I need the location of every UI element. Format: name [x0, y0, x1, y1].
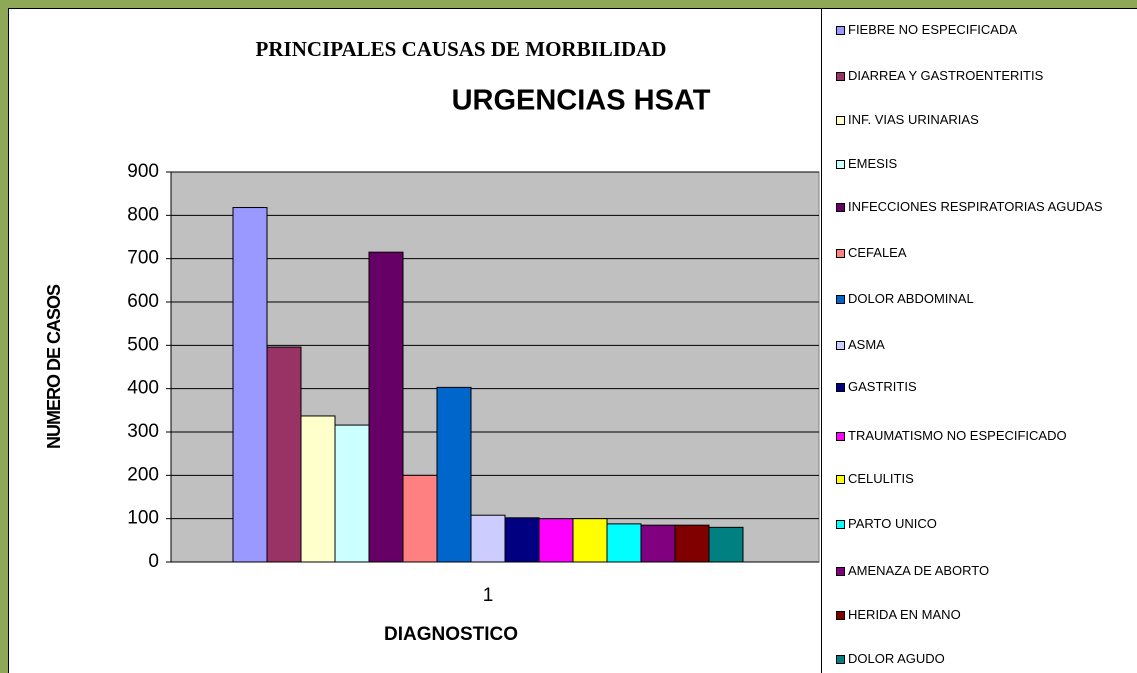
- chart-subtitle: URGENCIAS HSAT: [452, 85, 711, 117]
- y-tick-label: 500: [127, 334, 159, 355]
- x-axis-label: DIAGNOSTICO: [384, 624, 518, 645]
- bar: [300, 415, 336, 563]
- y-tick-label: 900: [127, 161, 159, 182]
- legend-swatch: [836, 567, 845, 576]
- bar: [640, 524, 676, 563]
- legend-label: AMENAZA DE ABORTO: [848, 563, 990, 578]
- legend-label: HERIDA EN MANO: [848, 607, 961, 622]
- legend-label: PARTO UNICO: [848, 516, 937, 531]
- legend-swatch: [836, 26, 845, 35]
- legend-swatch: [836, 341, 845, 350]
- legend-label: INF. VIAS URINARIAS: [848, 112, 979, 127]
- y-tick-label: 400: [127, 378, 159, 399]
- y-tick-label: 800: [127, 204, 159, 225]
- legend-swatch: [836, 295, 845, 304]
- legend-swatch: [836, 160, 845, 169]
- legend-swatch: [836, 249, 845, 258]
- legend-item: PARTO UNICO: [836, 516, 1136, 531]
- legend-label: CELULITIS: [848, 471, 914, 486]
- legend-item: DOLOR ABDOMINAL: [836, 291, 1136, 306]
- legend-item: FIEBRE NO ESPECIFICADA: [836, 22, 1136, 37]
- legend-swatch: [836, 611, 845, 620]
- chart-title: PRINCIPALES CAUSAS DE MORBILIDAD: [256, 37, 667, 61]
- x-tick-label: 1: [483, 585, 494, 606]
- legend-item: CELULITIS: [836, 471, 1136, 486]
- y-tick-label: 700: [127, 248, 159, 269]
- legend-label: FIEBRE NO ESPECIFICADA: [848, 22, 1018, 37]
- bar: [606, 523, 642, 563]
- bar: [402, 474, 438, 563]
- legend-swatch: [836, 72, 845, 81]
- chart-frame: PRINCIPALES CAUSAS DE MORBILIDAD URGENCI…: [8, 8, 1137, 673]
- legend-swatch: [836, 383, 845, 392]
- bar: [674, 524, 710, 563]
- legend-swatch: [836, 520, 845, 529]
- legend-item: INF. VIAS URINARIAS: [836, 112, 1136, 127]
- bar: [266, 346, 302, 563]
- bar: [232, 207, 268, 563]
- legend-item: AMENAZA DE ABORTO: [836, 563, 1136, 578]
- legend-item: HERIDA EN MANO: [836, 607, 1136, 622]
- y-tick-label: 0: [148, 551, 159, 572]
- legend-item: DIARREA Y GASTROENTERITIS: [836, 68, 1136, 83]
- y-tick-label: 200: [127, 464, 159, 485]
- legend-swatch: [836, 432, 845, 441]
- y-tick-label: 100: [127, 508, 159, 529]
- bar: [708, 526, 744, 563]
- legend-item: CEFALEA: [836, 245, 1136, 260]
- legend-label: DIARREA Y GASTROENTERITIS: [848, 68, 1044, 83]
- legend-swatch: [836, 655, 845, 664]
- legend-label: GASTRITIS: [848, 379, 917, 394]
- legend-item: ASMA: [836, 337, 1136, 352]
- bar: [538, 518, 574, 563]
- legend-label: INFECCIONES RESPIRATORIAS AGUDAS: [848, 199, 1103, 214]
- legend: FIEBRE NO ESPECIFICADA DIARREA Y GASTROEN…: [821, 9, 1137, 673]
- legend-swatch: [836, 116, 845, 125]
- chart: PRINCIPALES CAUSAS DE MORBILIDAD URGENCI…: [44, 37, 820, 645]
- legend-label: EMESIS: [848, 156, 898, 171]
- legend-label: TRAUMATISMO NO ESPECIFICADO: [848, 428, 1067, 443]
- legend-item: EMESIS: [836, 156, 1136, 171]
- legend-label: DOLOR AGUDO: [848, 651, 945, 666]
- legend-item: GASTRITIS: [836, 379, 1136, 394]
- legend-item: TRAUMATISMO NO ESPECIFICADO: [836, 428, 1136, 443]
- bar: [470, 514, 506, 563]
- legend-item: DOLOR AGUDO: [836, 651, 1136, 666]
- legend-item: INFECCIONES RESPIRATORIAS AGUDAS: [836, 199, 1136, 214]
- bar: [368, 251, 404, 563]
- y-axis-label: NUMERO DE CASOS: [44, 284, 64, 449]
- legend-label: CEFALEA: [848, 245, 907, 260]
- bar: [436, 386, 472, 563]
- legend-swatch: [836, 475, 845, 484]
- bar: [572, 518, 608, 563]
- y-tick-label: 600: [127, 291, 159, 312]
- bar: [504, 517, 540, 563]
- legend-swatch: [836, 203, 845, 212]
- y-tick-label: 300: [127, 421, 159, 442]
- legend-label: DOLOR ABDOMINAL: [848, 291, 974, 306]
- legend-label: ASMA: [848, 337, 885, 352]
- bar: [334, 424, 370, 563]
